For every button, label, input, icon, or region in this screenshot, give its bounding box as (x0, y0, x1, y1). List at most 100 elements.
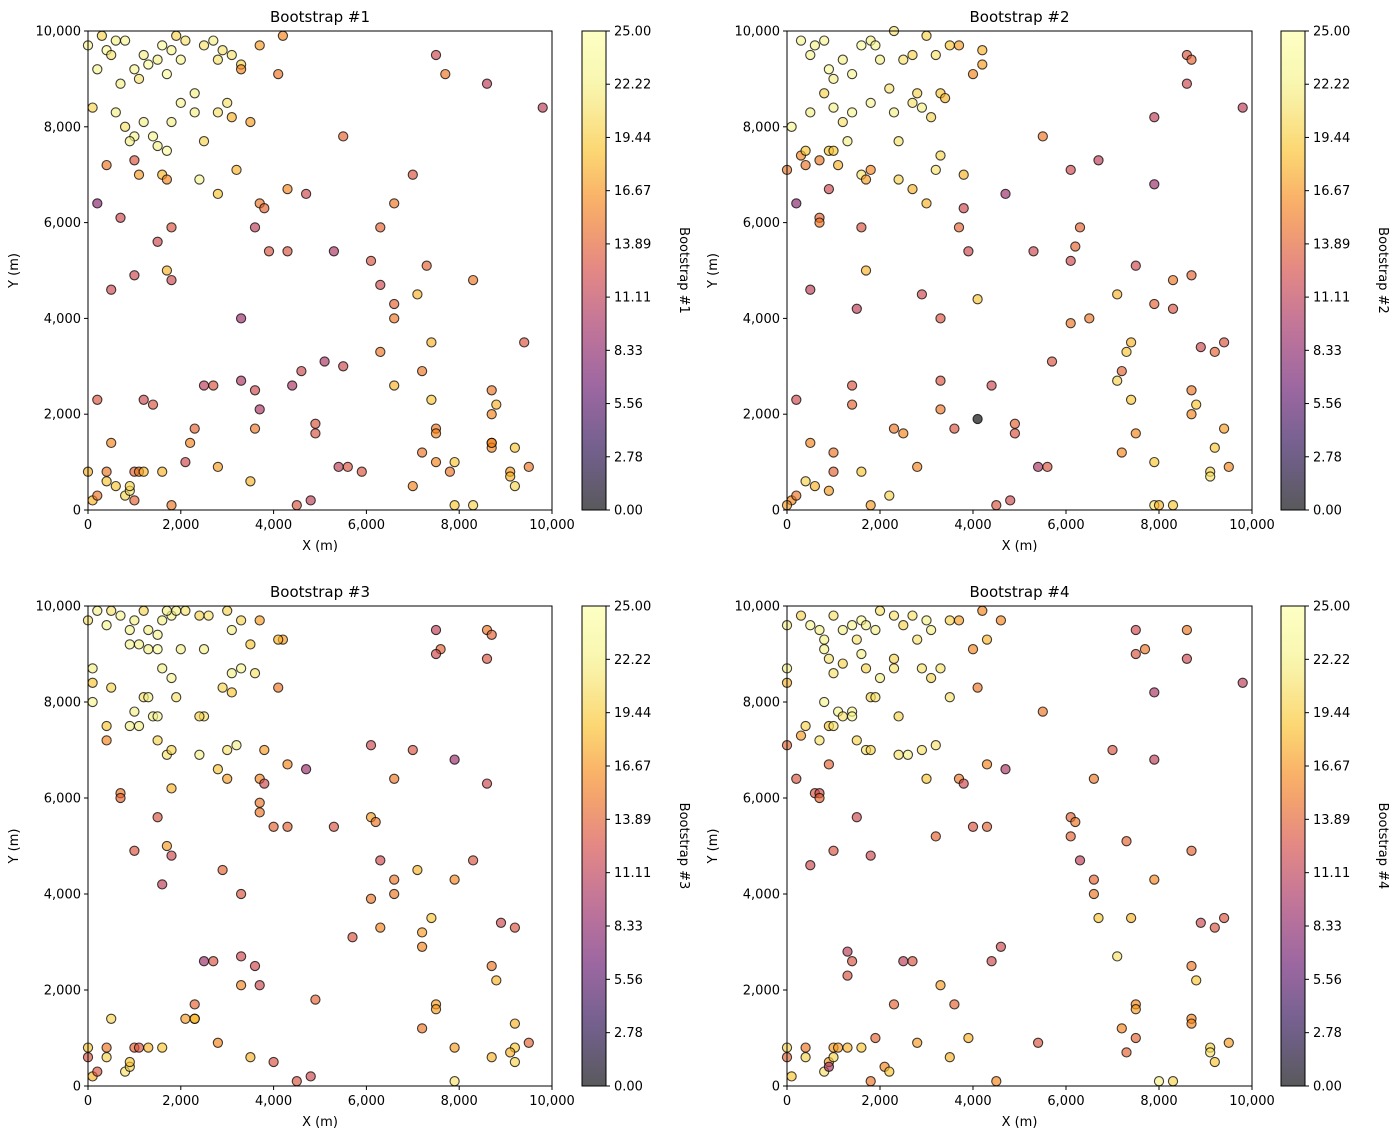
data-point (175, 54, 186, 65)
data-point (1195, 917, 1206, 928)
data-point (375, 222, 386, 233)
data-point (426, 912, 437, 924)
data-point (1149, 687, 1160, 698)
data-point (92, 64, 103, 75)
data-point (1093, 155, 1104, 166)
data-point (953, 222, 965, 233)
y-tick-label: 10,000 (36, 600, 82, 615)
data-point (1186, 54, 1197, 65)
data-point (282, 759, 293, 770)
data-point (1107, 744, 1118, 756)
data-point (161, 174, 173, 185)
data-point (800, 1052, 811, 1063)
data-point (1149, 298, 1160, 310)
data-point (296, 365, 307, 377)
data-point (92, 394, 103, 405)
data-point (1037, 131, 1048, 142)
data-point (842, 946, 853, 957)
data-point (338, 131, 349, 142)
data-point (967, 821, 979, 832)
data-point (166, 783, 177, 794)
data-point (115, 212, 126, 223)
colorbar-tick-label: 16.67 (1313, 760, 1350, 775)
data-point (133, 720, 145, 732)
data-point (430, 624, 442, 636)
data-point (92, 490, 103, 501)
x-tick-label: 4,000 (954, 518, 991, 533)
chart-title: Bootstrap #1 (270, 8, 370, 26)
data-point (481, 653, 493, 664)
data-point (467, 855, 479, 866)
data-point (152, 711, 163, 722)
data-point (222, 744, 233, 756)
data-point (430, 49, 442, 61)
data-point (972, 682, 983, 693)
data-point (865, 97, 876, 109)
data-point (430, 1004, 442, 1015)
data-point (898, 54, 909, 65)
data-point (805, 49, 816, 61)
colorbar-tick-label: 11.11 (1313, 866, 1350, 881)
data-point (407, 480, 418, 492)
colorbar-tick-label: 2.78 (1313, 450, 1342, 465)
data-point (291, 500, 302, 511)
data-point (486, 409, 497, 420)
x-tick-label: 4,000 (954, 1094, 991, 1109)
data-point (828, 73, 839, 85)
data-point (1121, 1047, 1132, 1058)
data-point (921, 773, 932, 784)
data-point (310, 428, 321, 439)
data-point (1088, 888, 1100, 900)
data-point (133, 73, 145, 85)
colorbar-label: Bootstrap #1 (676, 227, 691, 314)
data-point (967, 68, 979, 80)
data-point (365, 740, 377, 751)
data-point (509, 442, 521, 453)
data-point (171, 605, 182, 616)
data-point (416, 941, 428, 952)
data-point (1209, 1056, 1220, 1068)
data-point (819, 644, 830, 655)
scatter-points (82, 605, 534, 1087)
data-point (870, 624, 881, 636)
colorbar-tick-label: 2.78 (1313, 1026, 1342, 1041)
data-point (180, 35, 191, 46)
data-point (222, 773, 233, 784)
data-point (129, 155, 140, 166)
data-point (1218, 423, 1230, 434)
data-point (175, 644, 186, 655)
data-point (426, 337, 437, 348)
data-point (823, 759, 835, 770)
data-point (856, 466, 867, 477)
data-point (865, 1076, 876, 1087)
data-point (814, 155, 825, 166)
data-point (106, 437, 117, 449)
data-point (389, 874, 400, 885)
panel-4: 0 2,000 4,000 6,000 8,000 10,000 0 2,000 4,000 6,… (706, 583, 1390, 1130)
data-point (823, 1061, 835, 1072)
data-point (1191, 399, 1202, 410)
colorbar-tick-label: 19.44 (1313, 706, 1350, 721)
data-point (1186, 409, 1197, 420)
data-point (814, 792, 825, 804)
colorbar-tick-label: 22.22 (614, 78, 651, 93)
data-point (805, 107, 816, 118)
data-point (138, 466, 149, 477)
data-point (467, 500, 479, 511)
y-tick-label: 0 (772, 1080, 780, 1095)
chart-title: Bootstrap #2 (970, 8, 1070, 26)
data-point (1065, 255, 1076, 267)
x-axis-label: X (m) (1002, 1115, 1038, 1130)
data-point (110, 35, 121, 46)
data-point (907, 97, 918, 109)
colorbar-tick-label: 13.89 (1313, 813, 1350, 828)
data-point (133, 1042, 145, 1053)
data-point (365, 893, 377, 904)
data-point (851, 303, 862, 314)
data-point (87, 696, 98, 708)
data-point (819, 696, 830, 708)
data-point (259, 744, 270, 756)
colorbar-tick-label: 19.44 (614, 706, 651, 721)
data-point (491, 975, 502, 986)
